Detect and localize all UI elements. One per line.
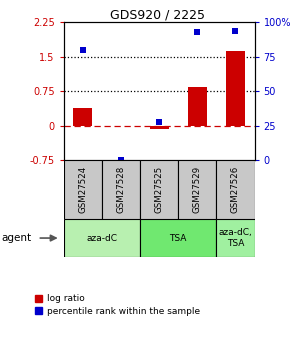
Bar bbox=[64, 219, 140, 257]
Bar bbox=[102, 160, 140, 219]
Text: GSM27526: GSM27526 bbox=[231, 166, 240, 213]
Text: GSM27524: GSM27524 bbox=[78, 166, 87, 213]
Bar bbox=[73, 108, 92, 126]
Bar bbox=[216, 160, 255, 219]
Bar bbox=[140, 160, 178, 219]
Bar bbox=[140, 219, 216, 257]
Text: aza-dC: aza-dC bbox=[86, 234, 117, 243]
Bar bbox=[178, 160, 216, 219]
Text: agent: agent bbox=[2, 233, 32, 243]
Text: GDS920 / 2225: GDS920 / 2225 bbox=[110, 9, 205, 22]
Bar bbox=[188, 87, 207, 126]
Legend: log ratio, percentile rank within the sample: log ratio, percentile rank within the sa… bbox=[35, 294, 200, 316]
Bar bbox=[64, 160, 102, 219]
Text: aza-dC,
TSA: aza-dC, TSA bbox=[218, 228, 252, 248]
Text: TSA: TSA bbox=[169, 234, 187, 243]
Text: GSM27528: GSM27528 bbox=[116, 166, 125, 213]
Text: GSM27529: GSM27529 bbox=[193, 166, 202, 213]
Bar bbox=[226, 51, 245, 126]
Bar bbox=[216, 219, 255, 257]
Text: GSM27525: GSM27525 bbox=[155, 166, 164, 213]
Bar bbox=[150, 126, 168, 129]
